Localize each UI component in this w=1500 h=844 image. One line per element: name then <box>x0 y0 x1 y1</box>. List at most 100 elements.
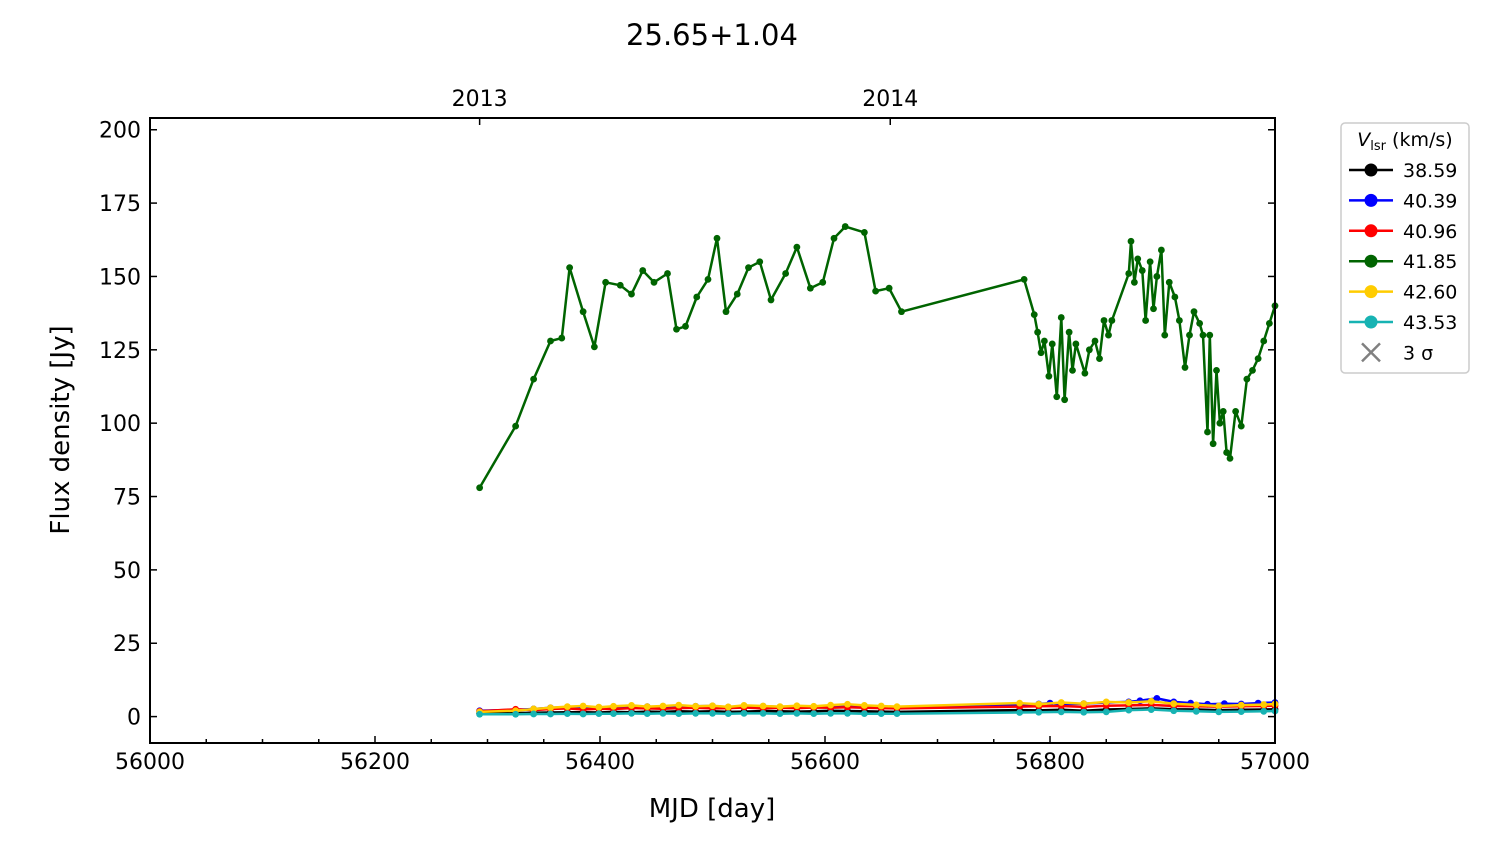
data-point <box>530 375 538 383</box>
data-point <box>590 343 598 351</box>
top-tick-label: 2014 <box>862 87 918 112</box>
data-point <box>1181 364 1189 371</box>
data-point <box>610 702 617 710</box>
data-point <box>530 705 538 713</box>
legend-label: 38.59 <box>1403 160 1457 182</box>
data-point <box>675 710 683 718</box>
data-point <box>1134 255 1142 263</box>
data-point <box>1192 707 1200 715</box>
legend-box <box>1340 122 1470 374</box>
data-point <box>1048 340 1056 348</box>
data-point <box>1232 408 1240 415</box>
data-point <box>1260 337 1268 345</box>
legend-label: 40.96 <box>1403 221 1457 243</box>
sigma-marker-b <box>1361 342 1381 363</box>
legend-label: 41.85 <box>1403 251 1457 273</box>
data-point <box>713 234 721 242</box>
data-point <box>1199 331 1207 339</box>
data-point <box>1165 278 1173 286</box>
legend-marker <box>1364 254 1378 268</box>
y-tick-label: 125 <box>99 339 141 364</box>
data-point <box>1226 454 1234 462</box>
data-point <box>675 701 683 709</box>
y-tick-label: 200 <box>99 119 141 144</box>
data-point <box>1237 701 1245 709</box>
data-point <box>595 710 603 718</box>
data-point <box>872 287 880 295</box>
y-tick-label: 100 <box>99 412 141 437</box>
data-point <box>806 284 814 292</box>
data-point <box>709 702 716 710</box>
data-point <box>1030 311 1038 318</box>
data-point <box>512 422 520 430</box>
data-point <box>841 223 849 230</box>
data-point <box>810 702 818 710</box>
y-tick-label: 75 <box>113 486 141 511</box>
data-point <box>776 703 784 711</box>
data-point <box>1192 701 1200 709</box>
data-point <box>877 710 885 718</box>
data-point <box>616 281 624 289</box>
data-point <box>1065 328 1073 336</box>
data-point <box>793 702 801 710</box>
data-point <box>643 703 651 711</box>
y-axis-label: Flux density [Jy] <box>46 325 76 534</box>
data-point <box>610 710 617 718</box>
x-tick-label: 57000 <box>1240 750 1310 775</box>
y-tick-label: 25 <box>113 632 141 657</box>
data-point <box>844 700 851 708</box>
x-tick-label: 56000 <box>115 750 185 775</box>
data-point <box>782 270 790 277</box>
data-point <box>1157 246 1165 254</box>
data-point <box>650 278 658 286</box>
series-line-41.85 <box>478 225 1277 489</box>
data-point <box>1057 708 1065 716</box>
data-point <box>1142 317 1150 324</box>
data-point <box>1040 337 1048 345</box>
data-point <box>1150 305 1157 313</box>
data-point <box>1170 707 1178 715</box>
data-point <box>722 308 730 316</box>
data-point <box>1057 314 1065 321</box>
top-tick-label: 2013 <box>452 87 508 112</box>
data-point <box>628 709 635 717</box>
data-point <box>1153 273 1161 280</box>
data-point <box>759 702 767 710</box>
data-point <box>1138 267 1146 274</box>
y-tick-label: 150 <box>99 265 141 290</box>
data-point <box>1171 293 1179 301</box>
data-point <box>1035 700 1043 708</box>
data-point <box>1249 366 1256 374</box>
data-point <box>1072 340 1080 348</box>
data-point <box>877 702 885 710</box>
data-point <box>659 709 667 717</box>
legend-marker <box>1364 315 1378 329</box>
data-point <box>1108 317 1116 324</box>
data-point <box>733 290 741 298</box>
data-point <box>673 325 680 333</box>
data-point <box>1243 375 1251 383</box>
y-tick-label: 0 <box>127 706 141 731</box>
plot-series <box>476 223 1279 718</box>
data-point <box>1190 308 1198 316</box>
data-point <box>819 278 827 286</box>
data-point <box>1100 317 1108 324</box>
legend-label-sigma: 3 σ <box>1403 342 1433 364</box>
data-point <box>1223 449 1231 456</box>
data-point <box>1016 699 1024 707</box>
data-point <box>628 290 635 298</box>
top-axis: 2013 2014 <box>452 87 918 125</box>
data-point <box>1034 328 1042 336</box>
data-point <box>547 337 554 345</box>
data-point <box>756 258 764 266</box>
data-point <box>898 308 905 316</box>
data-point <box>1035 708 1043 716</box>
data-point <box>709 709 716 717</box>
data-point <box>767 296 775 304</box>
legend-label: 43.53 <box>1403 312 1457 334</box>
data-point <box>628 702 635 709</box>
data-point <box>1161 331 1169 339</box>
data-point <box>563 703 571 711</box>
data-point <box>1061 396 1069 404</box>
data-point <box>512 710 520 718</box>
